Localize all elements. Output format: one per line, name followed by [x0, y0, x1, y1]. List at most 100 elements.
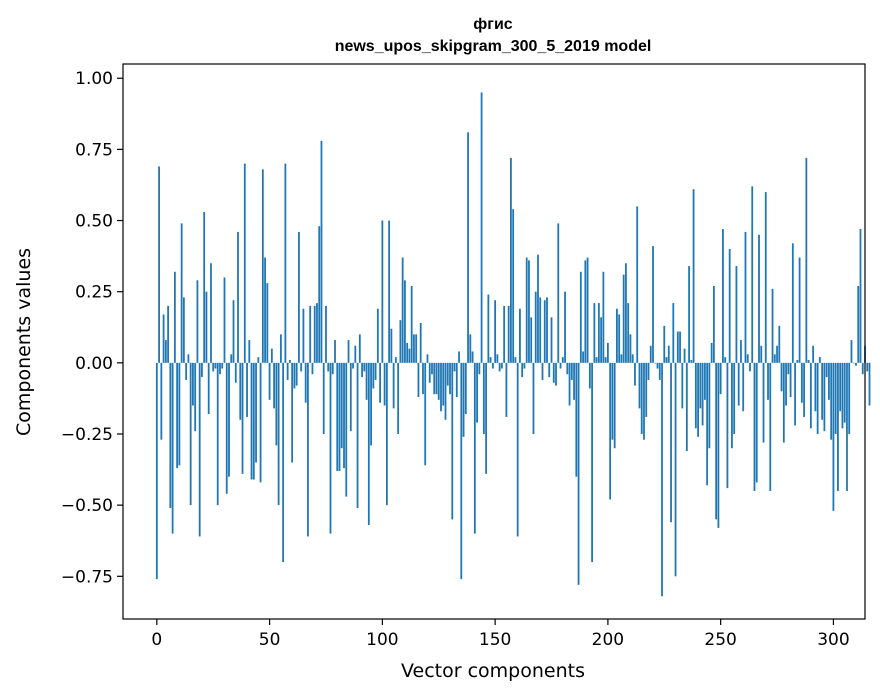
bar-component-26 — [214, 362, 217, 369]
bar-component-260 — [742, 362, 745, 412]
bar-component-273 — [771, 288, 774, 363]
bar-component-28 — [219, 362, 221, 375]
bar-component-231 — [676, 331, 679, 363]
bar-component-293 — [816, 362, 819, 434]
bar-component-235 — [685, 362, 688, 452]
bar-component-15 — [189, 362, 192, 506]
bar-component-22 — [205, 291, 208, 363]
bar-component-117 — [419, 323, 422, 363]
bar-component-1 — [158, 166, 160, 363]
bar-component-240 — [697, 362, 699, 437]
bar-component-218 — [647, 362, 650, 380]
bar-component-282 — [791, 243, 794, 363]
plot-frame — [122, 63, 866, 620]
bar-component-38 — [241, 362, 244, 474]
bar-component-119 — [424, 362, 427, 466]
bar-component-105 — [392, 362, 395, 409]
bar-component-232 — [679, 331, 681, 363]
bar-component-60 — [291, 362, 294, 463]
bar-component-204 — [616, 308, 618, 363]
bar-component-79 — [334, 340, 336, 363]
bar-component-118 — [422, 362, 424, 395]
bar-component-190 — [584, 260, 587, 363]
bar-component-10 — [178, 362, 181, 466]
bar-component-152 — [498, 362, 501, 372]
bar-component-109 — [401, 257, 404, 363]
bar-component-200 — [606, 342, 609, 363]
bar-component-45 — [257, 357, 260, 363]
bar-component-64 — [300, 362, 303, 372]
bar-component-88 — [354, 345, 357, 363]
bar-component-256 — [733, 362, 736, 434]
bar-component-93 — [365, 362, 368, 400]
bar-component-269 — [762, 362, 765, 443]
x-axis-label: Vector components — [401, 660, 585, 682]
bar-component-90 — [358, 334, 361, 363]
bar-component-241 — [699, 362, 702, 409]
bar-component-98 — [376, 308, 379, 363]
bar-component-27 — [216, 362, 219, 506]
bar-component-311 — [857, 286, 860, 363]
bar-component-182 — [566, 362, 569, 375]
bar-component-29 — [221, 362, 224, 369]
bar-component-266 — [755, 362, 758, 483]
y-tick-label: −0.50 — [61, 496, 113, 516]
bar-component-99 — [379, 362, 381, 403]
bar-component-193 — [591, 362, 593, 563]
bar-component-164 — [525, 257, 528, 363]
bar-component-162 — [521, 362, 524, 378]
bar-component-259 — [740, 340, 742, 363]
bar-component-73 — [320, 140, 323, 363]
bar-component-166 — [530, 317, 533, 363]
bar-component-107 — [397, 362, 400, 434]
y-tick-label: −0.25 — [61, 425, 113, 445]
bar-component-43 — [252, 362, 255, 480]
bar-component-128 — [444, 362, 447, 420]
bar-component-195 — [595, 357, 598, 363]
bar-component-139 — [469, 334, 472, 363]
bar-component-308 — [850, 340, 853, 363]
x-tick-label: 150 — [479, 630, 511, 650]
bar-component-284 — [796, 360, 799, 363]
bar-component-302 — [837, 362, 839, 491]
bar-component-238 — [692, 189, 695, 363]
bar-component-61 — [293, 362, 296, 389]
bar-component-25 — [212, 362, 215, 372]
bar-component-226 — [665, 357, 668, 363]
bar-component-145 — [482, 362, 485, 434]
bar-component-110 — [404, 280, 406, 363]
bar-component-207 — [622, 274, 625, 363]
bar-component-83 — [343, 362, 345, 469]
x-tick-label: 200 — [592, 630, 624, 650]
bar-component-136 — [462, 362, 465, 437]
bar-component-104 — [390, 328, 393, 363]
bar-component-121 — [428, 362, 431, 383]
bar-component-137 — [464, 362, 467, 415]
bar-component-313 — [861, 362, 864, 375]
bar-component-229 — [672, 303, 675, 363]
bar-component-305 — [843, 362, 846, 423]
bar-component-210 — [629, 334, 632, 363]
bar-component-71 — [316, 303, 318, 363]
bar-component-46 — [259, 362, 262, 483]
bar-component-111 — [406, 342, 409, 363]
bar-component-36 — [237, 231, 239, 363]
y-tick-label: 0.25 — [75, 283, 113, 303]
bar-component-7 — [171, 362, 174, 534]
bar-component-276 — [778, 325, 781, 363]
bar-component-11 — [180, 223, 183, 363]
bar-component-258 — [737, 362, 740, 406]
bar-component-49 — [266, 283, 269, 363]
bar-component-44 — [255, 362, 257, 463]
bar-component-201 — [609, 362, 612, 500]
x-tick-label: 250 — [704, 630, 736, 650]
bar-component-95 — [370, 362, 372, 446]
chart-title-line-2: news_upos_skipgram_300_5_2019 model — [335, 38, 652, 55]
bar-component-35 — [234, 362, 237, 383]
bar-component-156 — [507, 305, 510, 363]
bar-component-234 — [683, 348, 686, 363]
bar-component-12 — [182, 297, 185, 363]
bar-component-149 — [491, 362, 494, 369]
bar-component-217 — [645, 362, 648, 417]
bar-component-3 — [162, 314, 165, 363]
